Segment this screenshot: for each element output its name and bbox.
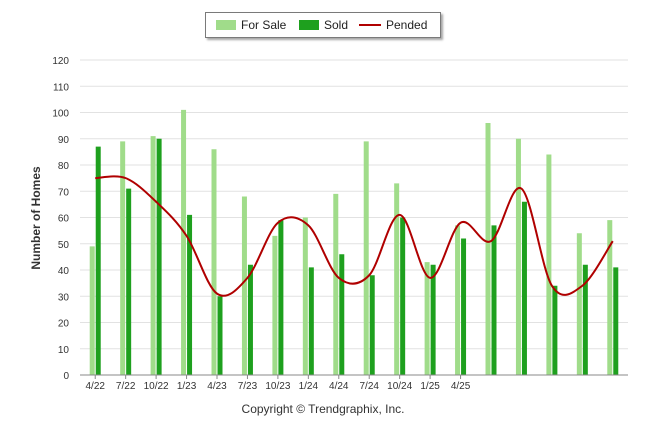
- legend: For Sale Sold Pended: [205, 12, 441, 38]
- y-axis-ticks: 0 10 20 30 40 50 60 70 80 90 100 110 120: [52, 56, 69, 382]
- x-tick-label: 1/24: [299, 381, 319, 392]
- bar-sold: [400, 217, 406, 375]
- y-tick-label: 90: [58, 135, 70, 146]
- bar-for-sale: [546, 154, 552, 375]
- bar-for-sale: [515, 138, 521, 375]
- y-tick-label: 30: [58, 292, 70, 303]
- y-tick-label: 60: [58, 214, 70, 225]
- legend-swatch-pended: [359, 24, 381, 26]
- x-tick-label: 4/23: [207, 381, 227, 392]
- bar-for-sale: [455, 225, 461, 375]
- x-tick-label: 10/22: [144, 381, 169, 392]
- x-tick-label: 1/23: [177, 381, 197, 392]
- bar-sold: [95, 146, 101, 375]
- y-tick-label: 70: [58, 187, 70, 198]
- x-axis-ticks: 4/22 7/22 10/22 1/23 4/23 7/23 10/23 1/24 4/24 7/…: [85, 375, 471, 392]
- bar-for-sale: [272, 235, 278, 375]
- x-tick-label: 7/22: [116, 381, 136, 392]
- bar-sold: [369, 275, 375, 375]
- bar-for-sale: [181, 109, 187, 375]
- bar-sold: [126, 188, 132, 375]
- bar-for-sale: [302, 217, 308, 375]
- bar-sold: [217, 296, 223, 375]
- bar-sold: [247, 264, 253, 375]
- y-tick-label: 110: [53, 82, 69, 93]
- bar-sold: [461, 238, 467, 375]
- bar-for-sale: [607, 220, 613, 375]
- bar-sold: [491, 225, 497, 375]
- bar-sold: [521, 201, 527, 375]
- bar-for-sale: [333, 193, 339, 375]
- y-tick-label: 120: [52, 56, 69, 67]
- bar-sold: [613, 267, 619, 375]
- bar-sold: [582, 264, 588, 375]
- bar-for-sale: [485, 123, 491, 375]
- legend-item-for-sale[interactable]: For Sale: [216, 18, 286, 32]
- bar-sold: [156, 138, 162, 375]
- bar-sold: [430, 264, 436, 375]
- y-tick-label: 100: [52, 109, 69, 120]
- y-tick-label: 40: [58, 266, 70, 277]
- x-tick-label: 4/22: [85, 381, 105, 392]
- y-axis-label: Number of Homes: [29, 166, 43, 270]
- bar-for-sale: [363, 141, 369, 375]
- legend-item-pended[interactable]: Pended: [359, 18, 427, 32]
- bar-sold: [278, 220, 284, 375]
- y-tick-label: 80: [58, 161, 70, 172]
- legend-label-pended: Pended: [386, 18, 428, 32]
- legend-label-for-sale: For Sale: [241, 18, 287, 32]
- y-tick-label: 50: [58, 240, 70, 251]
- y-tick-label: 20: [58, 319, 70, 330]
- bar-for-sale: [120, 141, 126, 375]
- x-tick-label: 10/23: [265, 381, 290, 392]
- pended-line: [95, 175, 614, 297]
- legend-swatch-for-sale: [216, 20, 236, 30]
- bar-for-sale: [241, 196, 247, 375]
- bar-sold: [187, 214, 193, 375]
- x-tick-label: 7/24: [359, 381, 379, 392]
- bar-for-sale: [424, 262, 430, 375]
- y-tick-label: 10: [58, 345, 70, 356]
- x-tick-label: 4/25: [451, 381, 471, 392]
- y-tick-label: 0: [63, 371, 69, 382]
- gridlines: [80, 59, 628, 350]
- bar-for-sale: [89, 246, 95, 375]
- legend-swatch-sold: [299, 20, 319, 30]
- legend-label-sold: Sold: [324, 18, 349, 32]
- legend-item-sold[interactable]: Sold: [299, 18, 348, 32]
- copyright-text: Copyright © Trendgraphix, Inc.: [241, 402, 405, 416]
- bar-for-sale: [394, 183, 400, 375]
- x-tick-label: 4/24: [329, 381, 349, 392]
- bar-for-sale: [211, 149, 217, 375]
- bar-sold: [552, 285, 558, 375]
- x-tick-label: 10/24: [387, 381, 412, 392]
- bar-for-sale: [576, 233, 582, 375]
- bars: [89, 109, 619, 375]
- pended-line-path: [95, 175, 614, 297]
- bar-for-sale: [150, 136, 156, 375]
- bar-sold: [308, 267, 314, 375]
- bar-sold: [339, 254, 345, 375]
- x-tick-label: 1/25: [420, 381, 440, 392]
- x-tick-label: 7/23: [238, 381, 258, 392]
